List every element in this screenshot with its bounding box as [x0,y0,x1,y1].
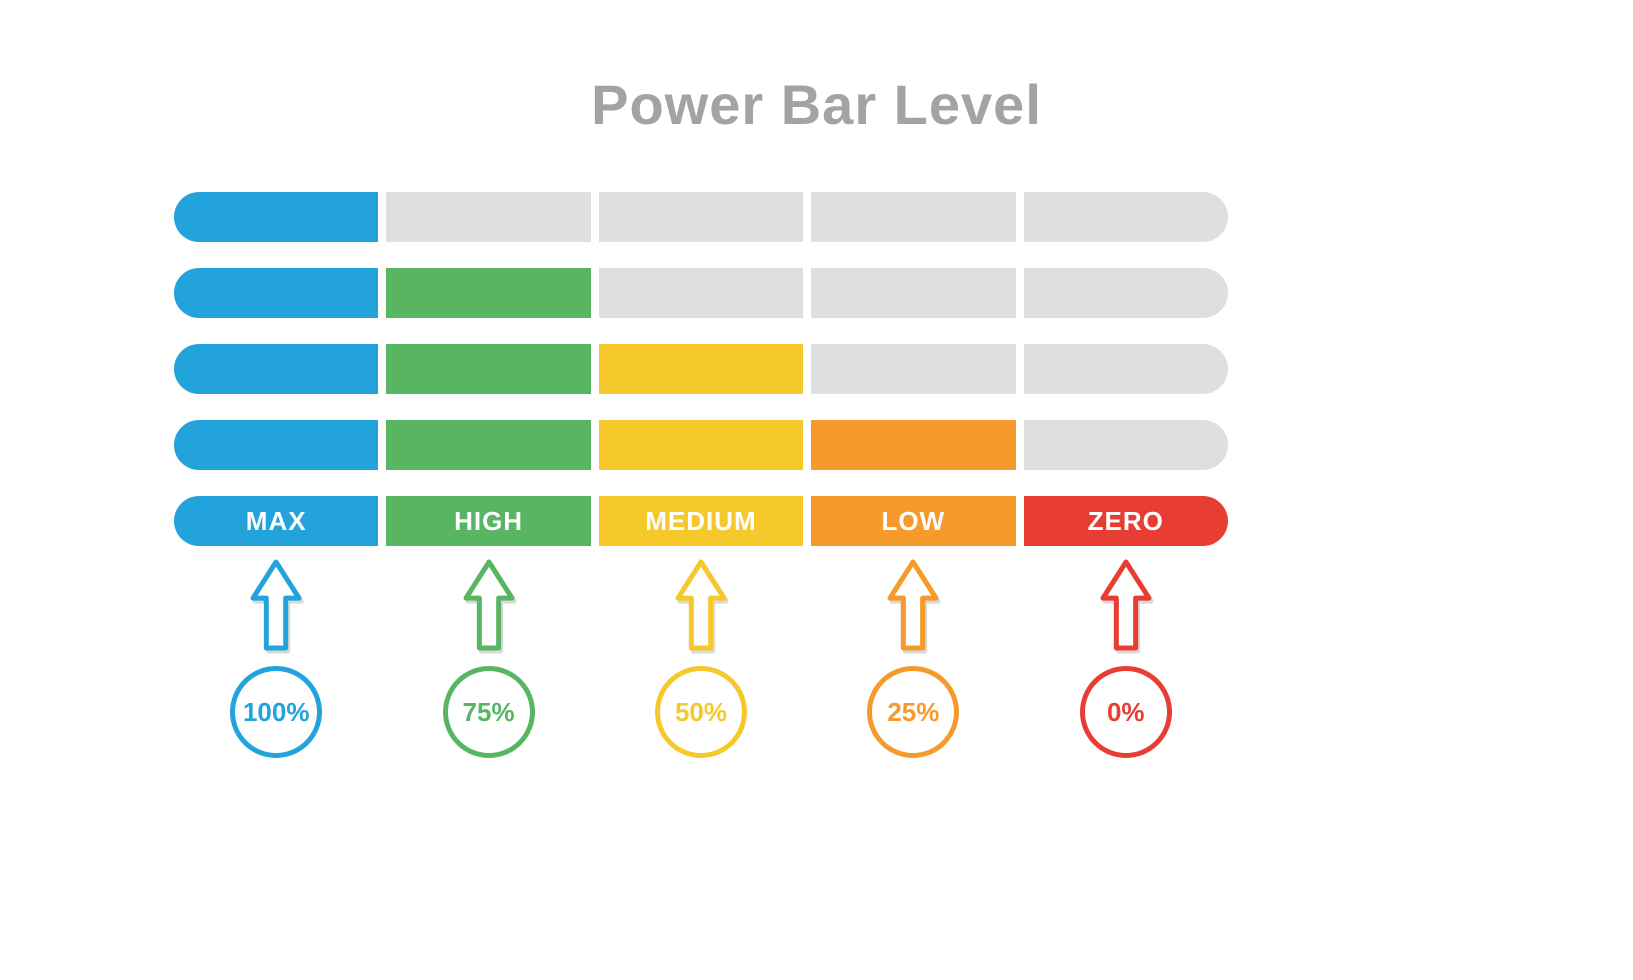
level-label-segment: LOW [811,496,1015,546]
label-row: MAX HIGH MEDIUM LOW ZERO [174,496,1228,546]
bar-segment [386,420,590,470]
bar-segment [811,420,1015,470]
bar-segment [386,192,590,242]
percent-circle: 25% [867,666,959,758]
up-arrow-icon [672,556,730,654]
bar-rows: MAX HIGH MEDIUM LOW ZERO [174,192,1228,546]
level-label: HIGH [454,506,523,537]
bar-segment [1024,420,1228,470]
title: Power Bar Level [0,72,1633,137]
bar-segment [386,268,590,318]
up-arrow-icon [247,556,305,654]
bar-segment [811,192,1015,242]
up-arrow-icon [460,556,518,654]
power-bar-level-infographic: Power Bar Level MAX HIGH MEDIUM LOW ZERO 100… [0,0,1633,980]
up-arrow-icon [884,556,942,654]
percent-value: 0% [1107,697,1145,728]
level-label-segment: MAX [174,496,378,546]
up-arrow-icon [1097,556,1155,654]
bar-segment [599,192,803,242]
level-indicator: 100% [174,556,378,758]
level-label: ZERO [1088,506,1164,537]
bar-segment [599,268,803,318]
bar-segment [174,192,378,242]
bar-segment [599,344,803,394]
bar-segment [811,344,1015,394]
percent-circle: 100% [230,666,322,758]
bar-segment [1024,192,1228,242]
level-indicators: 100% 75% 50% 25% 0% [174,556,1228,758]
percent-value: 25% [887,697,939,728]
level-indicator: 75% [386,556,590,758]
percent-value: 75% [463,697,515,728]
bar-row [174,192,1228,242]
bar-segment [1024,268,1228,318]
level-indicator: 50% [599,556,803,758]
bar-segment [174,268,378,318]
percent-circle: 50% [655,666,747,758]
bar-segment [174,344,378,394]
bar-segment [174,420,378,470]
percent-value: 50% [675,697,727,728]
level-label-segment: ZERO [1024,496,1228,546]
bar-segment [1024,344,1228,394]
percent-circle: 75% [443,666,535,758]
level-label-segment: MEDIUM [599,496,803,546]
bar-segment [811,268,1015,318]
level-label-segment: HIGH [386,496,590,546]
level-indicator: 0% [1024,556,1228,758]
bar-segment [386,344,590,394]
level-label: LOW [882,506,946,537]
level-label: MAX [246,506,307,537]
bar-row [174,268,1228,318]
percent-circle: 0% [1080,666,1172,758]
level-indicator: 25% [811,556,1015,758]
bar-row [174,344,1228,394]
bar-segment [599,420,803,470]
percent-value: 100% [243,697,310,728]
level-label: MEDIUM [645,506,756,537]
bar-row [174,420,1228,470]
